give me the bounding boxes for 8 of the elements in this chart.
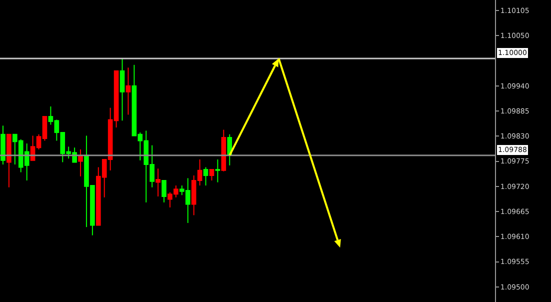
candlestick [126,67,131,116]
candlestick [203,166,208,186]
candlestick [209,169,214,181]
candlestick [156,168,160,197]
candlestick [120,58,125,122]
candlestick [162,180,166,203]
candlestick [78,148,83,177]
candlestick [215,158,220,183]
